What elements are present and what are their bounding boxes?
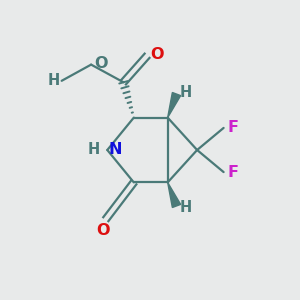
Text: N: N	[109, 142, 122, 158]
Text: O: O	[96, 223, 110, 238]
Text: H: H	[88, 142, 100, 158]
Text: F: F	[227, 120, 238, 135]
Text: H: H	[48, 73, 60, 88]
Text: H: H	[179, 85, 192, 100]
Text: O: O	[151, 47, 164, 62]
Polygon shape	[168, 182, 181, 208]
Text: O: O	[94, 56, 108, 70]
Text: F: F	[227, 165, 238, 180]
Text: H: H	[179, 200, 192, 215]
Polygon shape	[168, 92, 181, 118]
